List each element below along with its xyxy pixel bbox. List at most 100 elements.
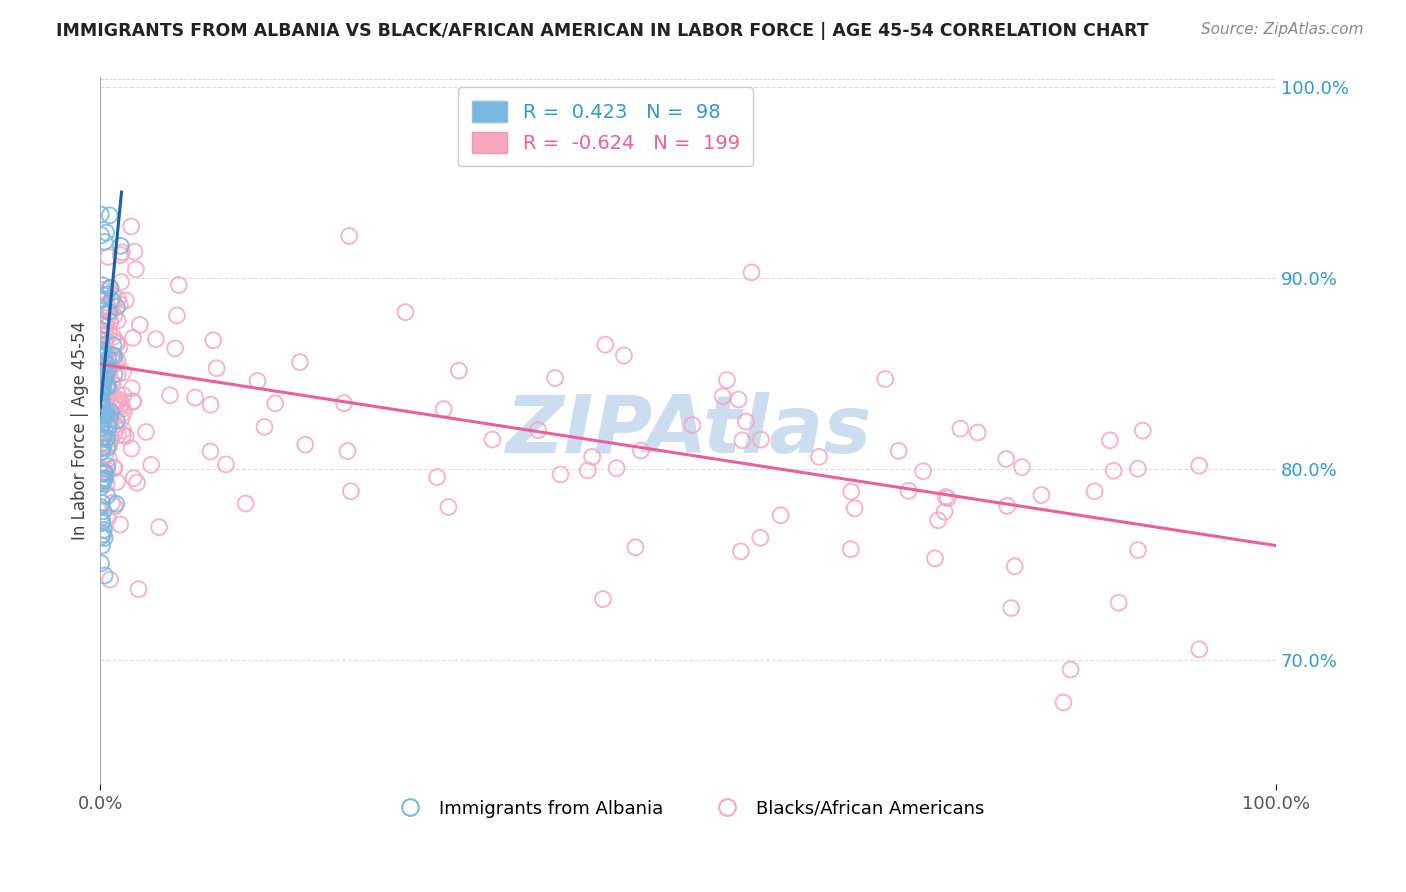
Point [1102,464,1125,478]
Point [91,339,114,353]
Point [740,265,762,279]
Point [581,450,603,464]
Point [103,460,125,475]
Point [447,364,470,378]
Point [97,310,120,325]
Point [91,514,114,528]
Point [121,381,143,395]
Point [93,409,115,423]
Point [1098,434,1121,448]
Point [730,544,752,558]
Point [108,392,131,407]
Point [93,465,115,479]
Point [897,483,920,498]
Point [727,392,749,407]
Point [93,430,115,444]
Point [235,496,257,510]
Point [96,379,118,393]
Point [98,573,121,587]
Point [141,458,163,472]
Point [91,407,114,421]
Text: Source: ZipAtlas.com: Source: ZipAtlas.com [1201,22,1364,37]
Point [93,289,115,303]
Point [1011,460,1033,475]
Point [125,262,148,277]
Point [93,359,115,373]
Point [735,415,758,429]
Point [96,431,118,445]
Point [91,496,114,510]
Point [716,373,738,387]
Point [1132,424,1154,438]
Point [90,530,112,544]
Point [121,394,143,409]
Point [98,281,121,295]
Point [94,466,117,480]
Point [114,293,136,308]
Point [110,248,132,262]
Point [90,400,112,414]
Point [100,281,122,295]
Point [90,228,112,243]
Point [104,421,127,435]
Point [90,376,112,390]
Point [340,484,363,499]
Point [94,368,117,382]
Point [91,539,114,553]
Point [1000,601,1022,615]
Point [544,371,567,385]
Point [96,405,118,419]
Point [200,444,222,458]
Point [110,275,132,289]
Point [90,409,112,423]
Point [97,379,120,393]
Point [808,450,831,464]
Point [90,398,112,412]
Point [839,484,862,499]
Point [103,461,125,475]
Point [104,500,127,514]
Point [481,433,503,447]
Point [96,357,118,371]
Point [122,331,145,345]
Point [93,389,115,403]
Point [576,463,599,477]
Point [97,363,120,377]
Point [91,377,114,392]
Point [103,289,125,303]
Point [98,208,121,222]
Point [110,239,132,253]
Point [94,333,117,347]
Point [108,517,131,532]
Point [90,293,112,308]
Point [108,340,131,354]
Point [148,520,170,534]
Point [103,368,125,382]
Point [110,400,132,414]
Legend: Immigrants from Albania, Blacks/African Americans: Immigrants from Albania, Blacks/African … [385,792,991,825]
Point [128,318,150,332]
Point [165,342,187,356]
Point [96,399,118,413]
Point [121,442,143,456]
Point [107,313,129,327]
Point [97,305,120,319]
Point [98,305,121,319]
Point [90,402,112,417]
Point [995,452,1018,467]
Point [105,475,128,489]
Point [89,323,111,337]
Point [90,511,112,525]
Point [96,408,118,422]
Point [89,376,111,391]
Point [90,348,112,362]
Point [527,423,550,437]
Point [91,314,114,328]
Point [93,399,115,413]
Point [91,412,114,426]
Point [112,388,135,402]
Point [624,541,647,555]
Point [887,444,910,458]
Point [91,381,114,395]
Point [104,357,127,371]
